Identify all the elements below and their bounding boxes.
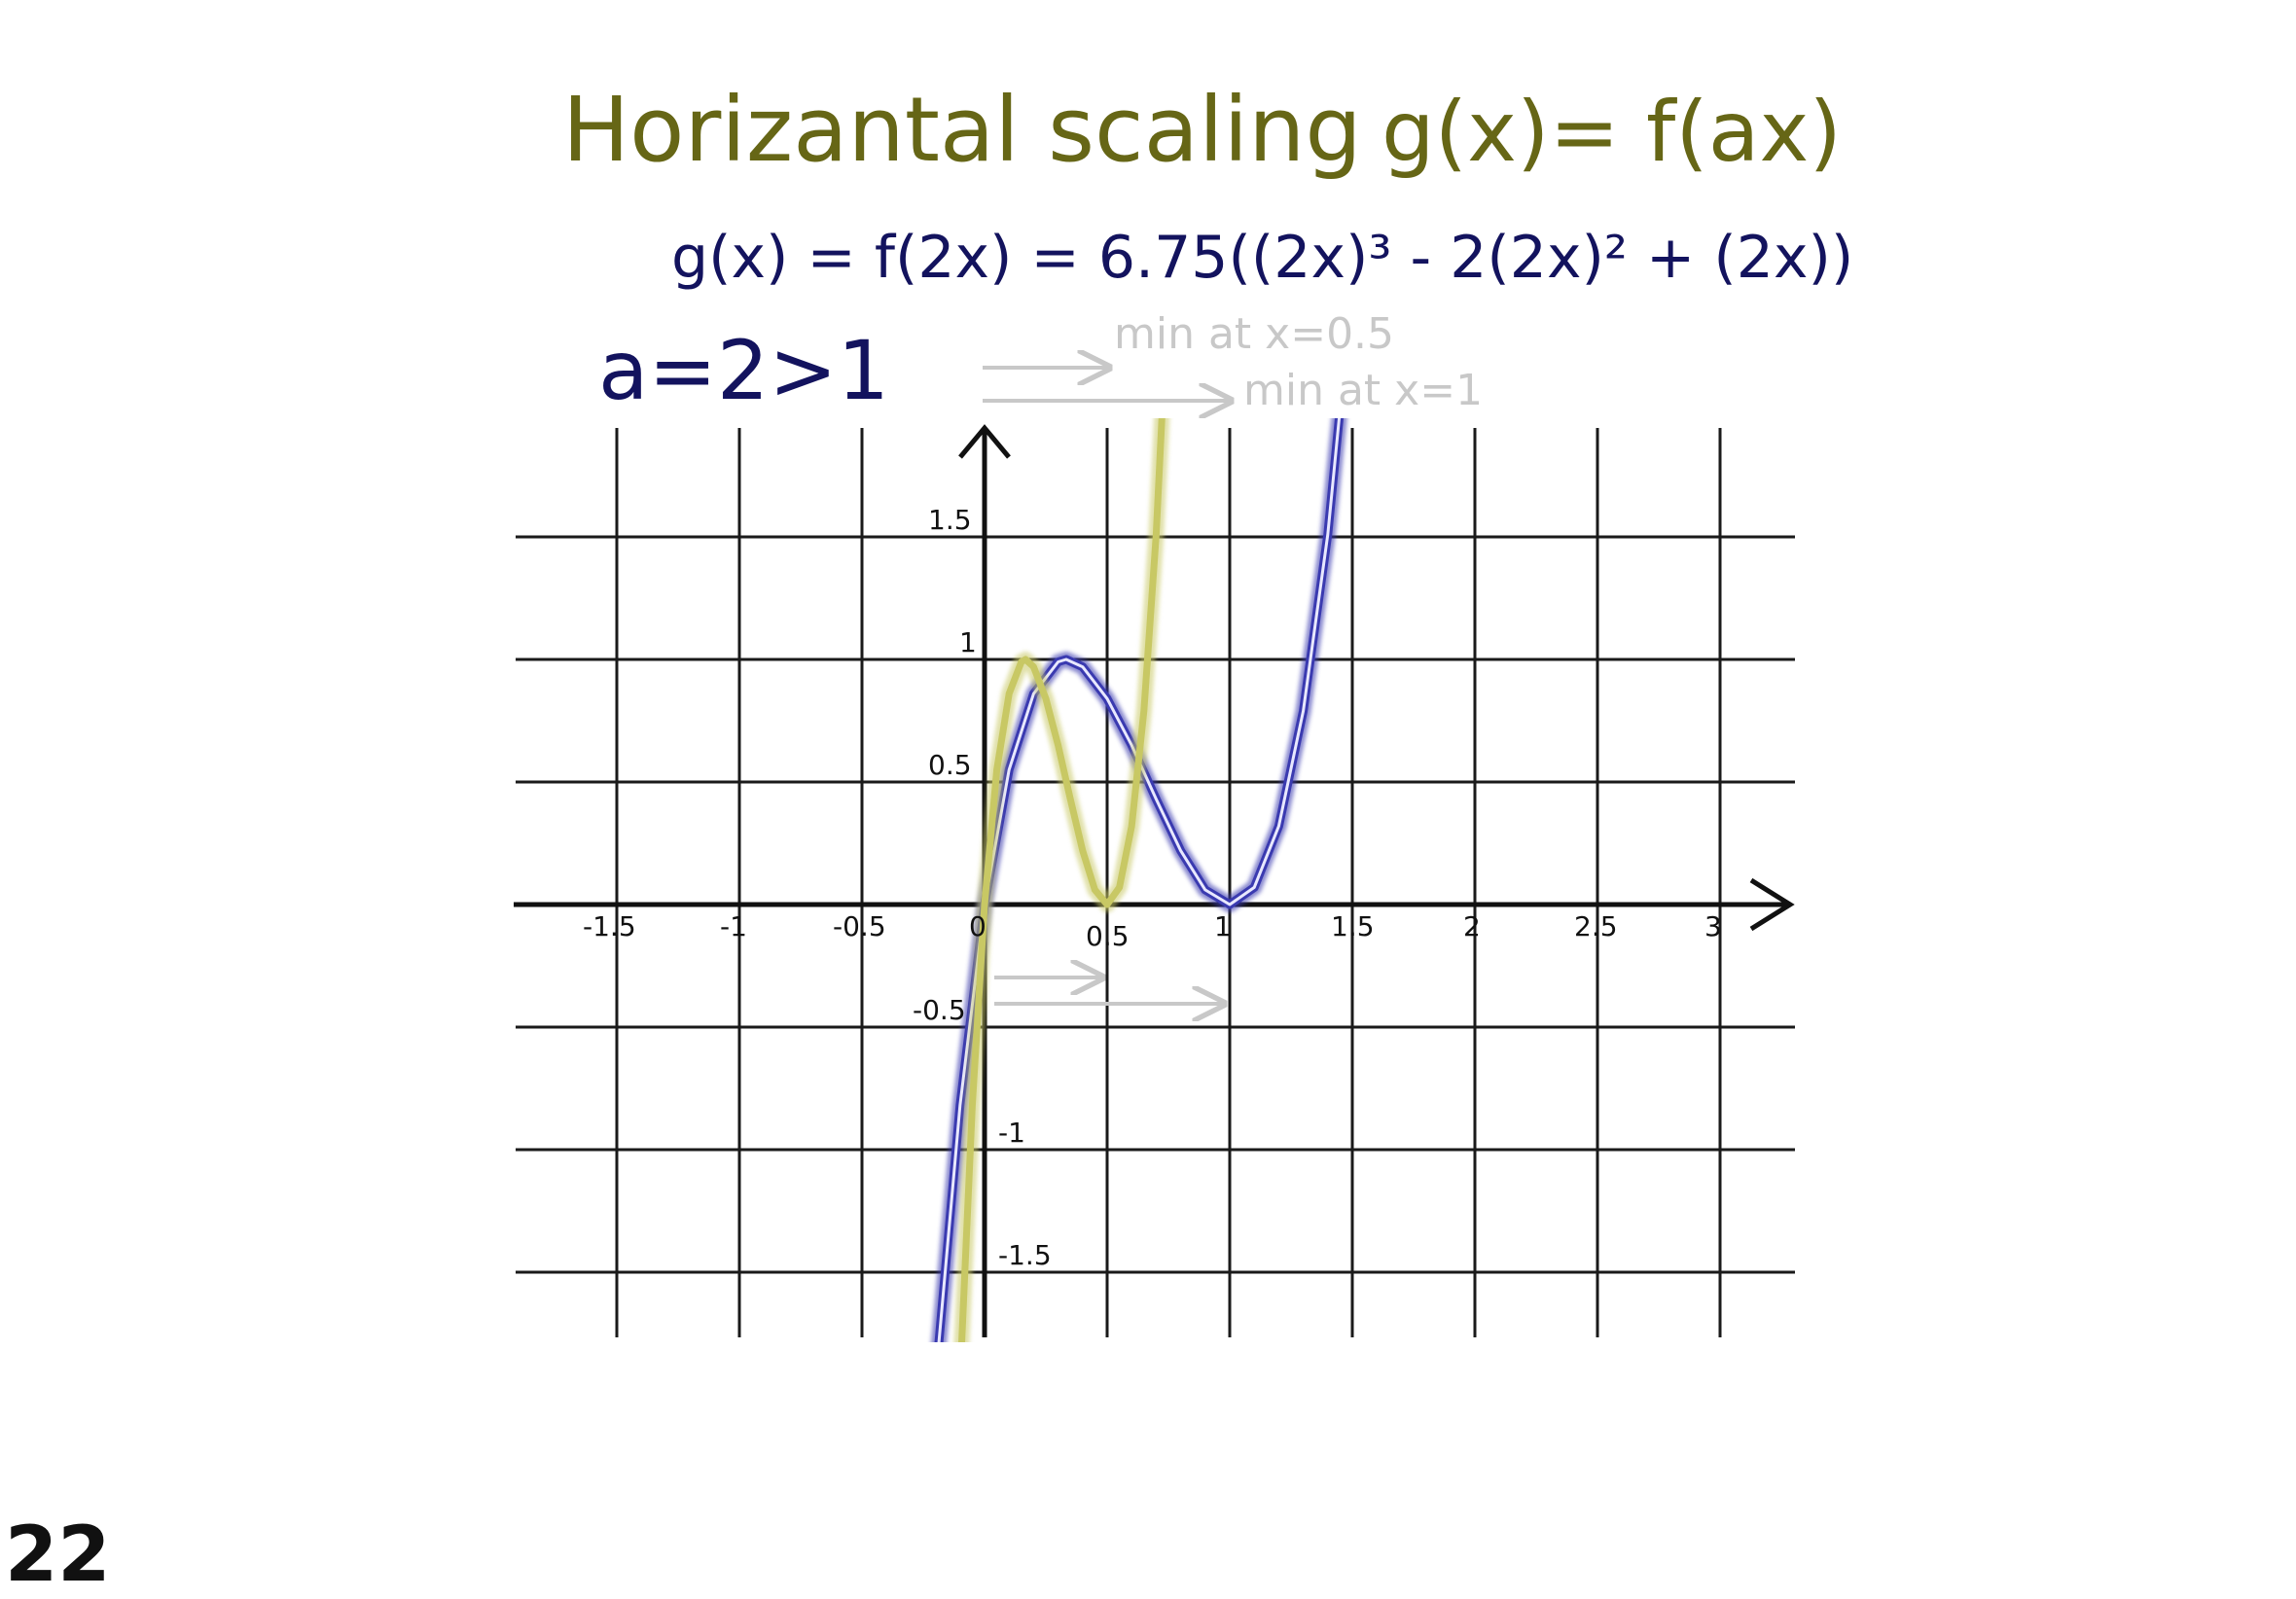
y-tick-label: -1.5 [998, 1239, 1052, 1271]
curves [931, 418, 1347, 1342]
scaled-formula: g(x) = f(2x) = 6.75((2x)³ - 2(2x)² + (2x… [671, 224, 1853, 292]
y-tick-label: -0.5 [913, 994, 966, 1026]
x-tick-label: 0.5 [1086, 920, 1130, 952]
chart: -1.5 -1 -0.5 0 0.5 1 1.5 2 2.5 3 1.510.5-0.5-1-1.… [514, 418, 1795, 1342]
annotation-min-scaled: min at x=0.5 [1114, 309, 1394, 359]
vertical-gridlines [615, 428, 1722, 1337]
general-formula: g(x)= f(ax) [1381, 84, 1842, 181]
shift-arrows [994, 977, 1224, 1004]
annotation-min-original: min at x=1 [1243, 366, 1483, 415]
page-number: 22 [5, 1511, 111, 1595]
x-tick-label: -1 [720, 910, 747, 942]
x-tick-labels: -1.5 -1 -0.5 0 0.5 1 1.5 2 2.5 3 [583, 910, 1722, 952]
x-tick-label: 2.5 [1574, 910, 1618, 942]
x-tick-label: -0.5 [833, 910, 886, 942]
x-tick-label: 0 [969, 910, 987, 942]
y-tick-label: -1 [998, 1117, 1025, 1149]
y-axis-arrowhead [958, 424, 1011, 459]
x-tick-label: -1.5 [583, 910, 636, 942]
title: Horizantal scaling [562, 78, 1362, 182]
x-tick-label: 1 [1214, 910, 1232, 942]
x-axis-arrowhead [1749, 877, 1795, 932]
y-tick-label: 1 [959, 626, 977, 658]
y-tick-labels: 1.5 1 0.5 -0.5 -1 -1.5 [913, 504, 1052, 1271]
y-tick-label: 0.5 [928, 749, 972, 781]
x-tick-label: 3 [1704, 910, 1722, 942]
series-g-line [958, 418, 1166, 1342]
x-tick-label: 2 [1463, 910, 1481, 942]
y-tick-label: 1.5 [928, 504, 972, 536]
condition-text: a=2>1 [598, 323, 889, 418]
series-f-highlight [937, 418, 1342, 1342]
x-tick-label: 1.5 [1331, 910, 1375, 942]
